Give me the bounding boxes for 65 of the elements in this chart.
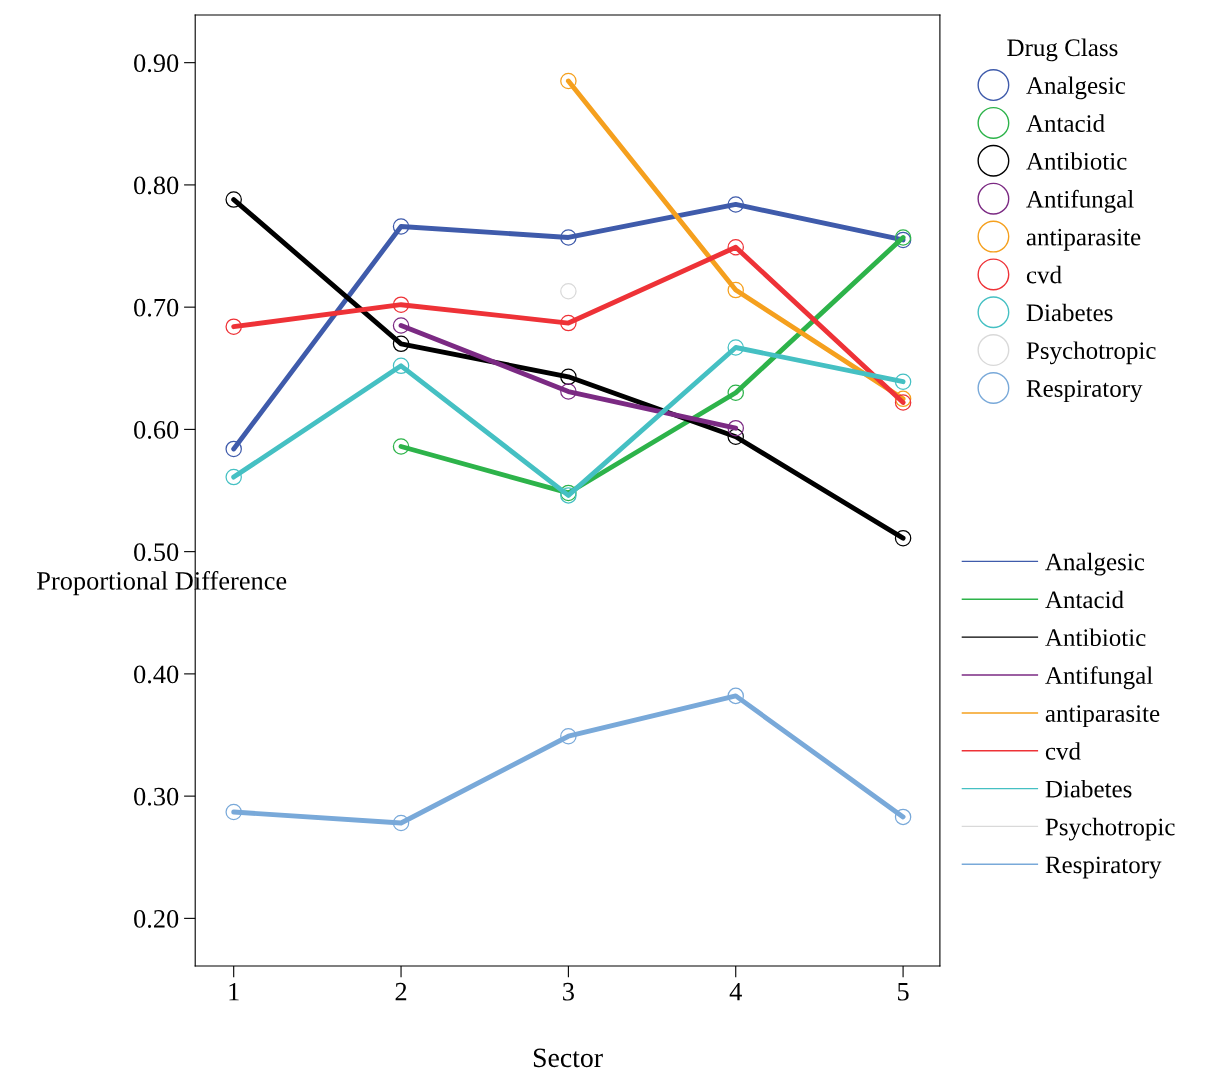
legend-label: cvd — [1026, 265, 1062, 284]
legend-label: Antifungal — [1026, 189, 1134, 213]
point — [225, 803, 242, 821]
point — [225, 440, 242, 458]
text: Psychotropic — [1045, 817, 1175, 841]
y-tick-label: 0.70 — [134, 298, 179, 317]
y-tick-label: 0.50 — [134, 543, 179, 562]
legend-label: Analgesic — [1026, 76, 1126, 100]
point — [727, 384, 745, 401]
legend-label: Antacid — [1026, 114, 1105, 132]
point — [392, 296, 410, 313]
text: cvd — [1045, 742, 1081, 760]
x-tick-label: 4 — [729, 982, 742, 1001]
point — [560, 72, 577, 90]
legend-label: antiparasite — [1026, 228, 1141, 251]
point — [894, 394, 912, 411]
legend-label: Respiratory — [1045, 856, 1162, 879]
legend-label: Psychotropic — [1026, 341, 1156, 365]
point — [392, 317, 410, 334]
point — [894, 808, 912, 826]
point — [727, 428, 745, 445]
point — [560, 727, 577, 745]
x-tick-label: 3 — [563, 982, 574, 1001]
y-tick-label: 0.30 — [134, 787, 179, 806]
point — [392, 357, 410, 375]
legend-label: Diabetes — [1026, 303, 1113, 322]
x-tick-label: 2 — [395, 982, 407, 1001]
text: Analgesic — [1045, 552, 1145, 576]
y-tick-label: 0.20 — [134, 909, 179, 928]
text: Respiratory — [1026, 380, 1143, 403]
y-tick-label: 0.90 — [134, 54, 179, 73]
x-axis-title: Sector — [533, 1048, 603, 1068]
point — [727, 687, 745, 705]
x-tick-label: 1 — [229, 982, 239, 1001]
point — [727, 419, 745, 437]
y-tick-label: 0.60 — [134, 421, 179, 439]
point — [560, 282, 577, 300]
point — [560, 229, 577, 246]
point — [560, 383, 577, 400]
text: Antifungal — [1045, 666, 1153, 690]
text: Diabetes — [1045, 779, 1132, 798]
point — [727, 281, 745, 299]
point — [560, 368, 577, 386]
point — [727, 196, 745, 213]
point — [392, 814, 410, 832]
text: antiparasite — [1045, 705, 1160, 728]
legend-title: Drug Class — [1007, 38, 1118, 62]
point — [392, 438, 410, 455]
point — [225, 191, 242, 208]
y-tick-label: 0.80 — [134, 176, 179, 195]
point — [560, 314, 577, 332]
point — [225, 318, 242, 335]
point — [894, 373, 912, 390]
x-tick-label: 5 — [898, 983, 909, 1001]
point — [392, 218, 410, 235]
point — [392, 335, 410, 353]
text: Antacid — [1045, 590, 1124, 609]
point — [225, 468, 242, 486]
point — [894, 390, 912, 408]
text: Antibiotic — [1045, 628, 1146, 647]
y-tick-label: 0.40 — [134, 665, 179, 684]
point — [727, 238, 745, 256]
legend-label: Antibiotic — [1026, 152, 1127, 170]
point — [894, 529, 912, 547]
point — [727, 339, 745, 356]
